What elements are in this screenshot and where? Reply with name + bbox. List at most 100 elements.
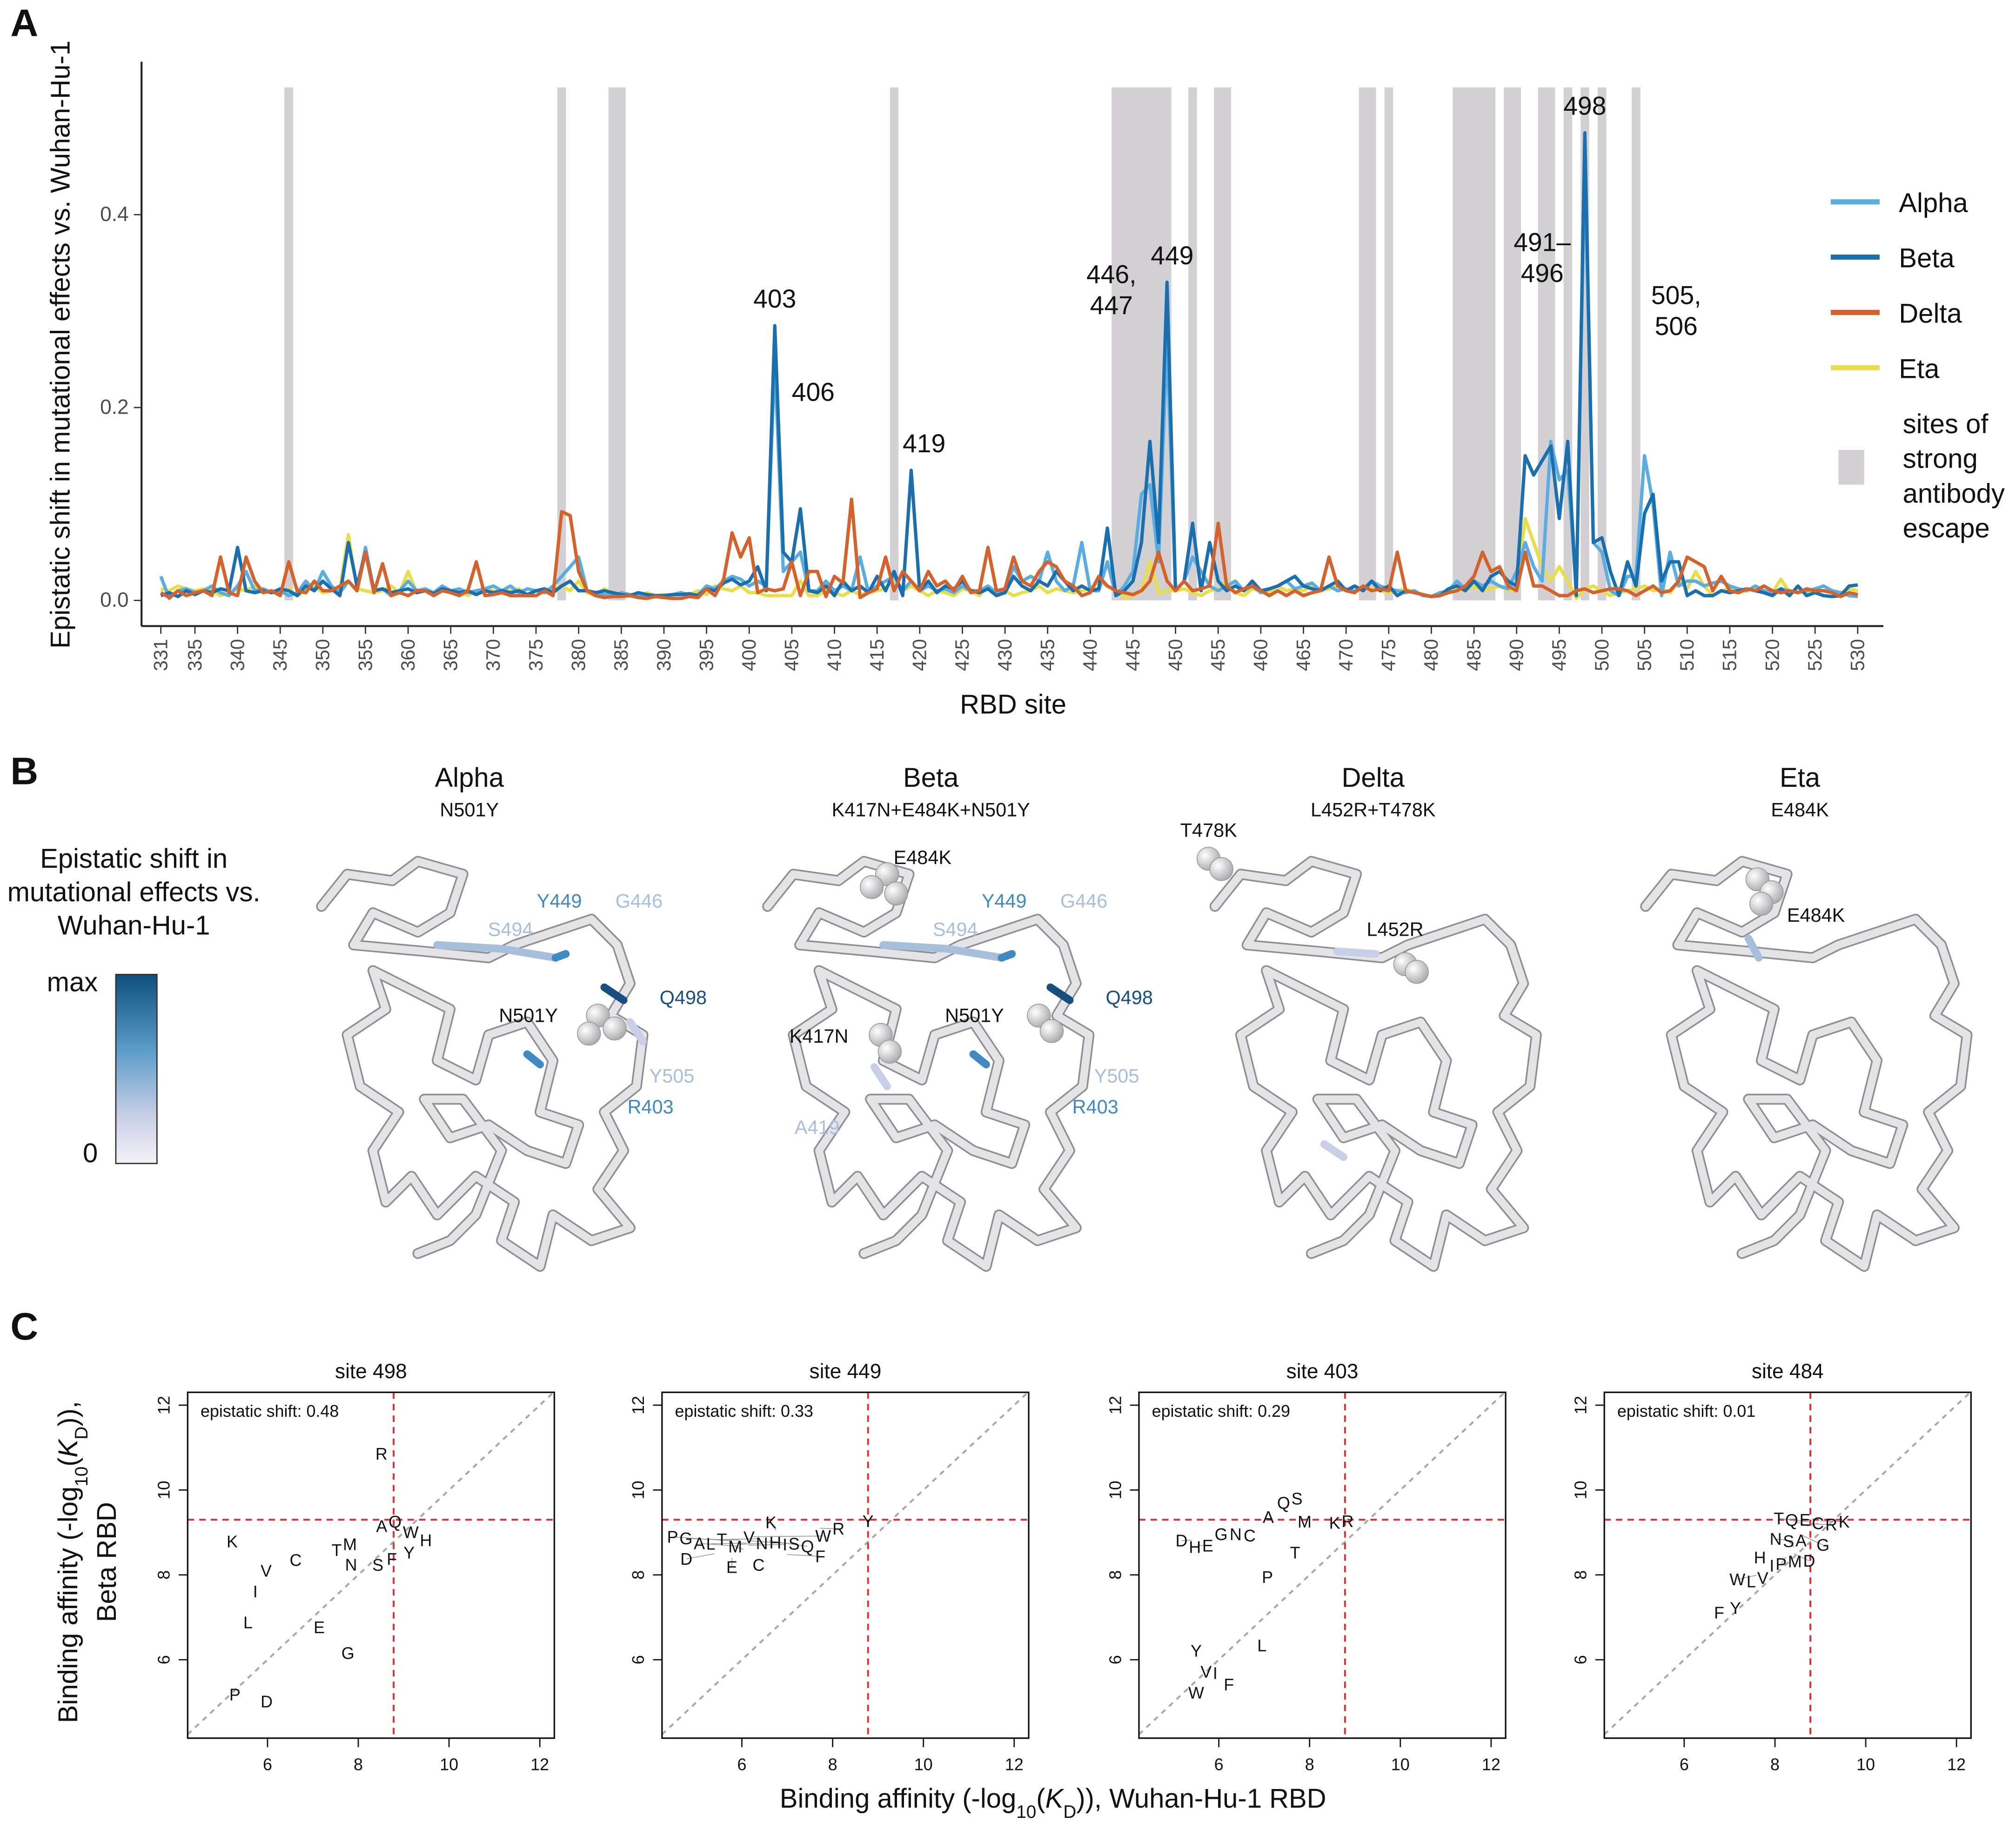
mutation-sphere: [1039, 1019, 1064, 1043]
highlighted-residue: [870, 1063, 891, 1091]
structure-title: Delta: [1341, 763, 1405, 793]
plot-title: site 403: [1286, 1360, 1359, 1383]
amino-acid-point: K: [1839, 1512, 1850, 1531]
amino-acid-point: P: [1775, 1555, 1787, 1574]
y-tick-label: 8: [154, 1570, 174, 1580]
amino-acid-point: A: [1263, 1508, 1274, 1527]
x-tick-label: 6: [1680, 1755, 1689, 1774]
y-tick-label: 8: [629, 1570, 648, 1580]
label-text: (: [53, 1457, 83, 1466]
y-tick-label: 8: [1571, 1570, 1590, 1580]
y-tick-label: 6: [154, 1655, 174, 1664]
structure-mutations: K417N+E484K+N501Y: [832, 799, 1030, 821]
amino-acid-point: A: [376, 1517, 387, 1536]
mutation-sphere: [1209, 857, 1233, 881]
x-tick-label: 6: [737, 1755, 747, 1774]
x-tick-label: 460: [1250, 639, 1272, 671]
amino-acid-point: D: [680, 1549, 692, 1568]
amino-acid-point: R: [375, 1444, 388, 1463]
x-tick-label: 500: [1591, 639, 1613, 671]
colorbar-min-label: 0: [83, 1138, 98, 1168]
amino-acid-point: R: [1825, 1515, 1837, 1534]
structure-title: Beta: [903, 763, 959, 793]
y-tick-label: 12: [629, 1396, 648, 1414]
x-tick-label: 8: [354, 1755, 363, 1774]
peak-annotation: 446,: [1086, 260, 1137, 289]
amino-acid-point: K: [227, 1532, 238, 1551]
mutation-sphere: [1405, 960, 1429, 984]
structure-alpha: Alpha N501Y Y449 G446 S494 Q498 N501Y Y505 R403: [321, 763, 707, 1267]
label-leader-line: [1788, 1541, 1795, 1548]
amino-acid-point: F: [387, 1549, 397, 1568]
residue-label: E484K: [894, 846, 952, 868]
amino-acid-point: N: [1770, 1529, 1782, 1548]
mutation-sphere: [1749, 891, 1774, 916]
plot-frame: [661, 1391, 1030, 1739]
highlighted-residue: [879, 941, 1005, 962]
x-tick-label: 12: [530, 1755, 549, 1774]
x-tick-label: 6: [263, 1755, 272, 1774]
amino-acid-point: E: [1800, 1510, 1811, 1529]
series-line-delta: [160, 497, 1858, 600]
y-tick-label: 0.2: [100, 396, 128, 419]
highlighted-residue: [433, 941, 560, 962]
escape-site-band: [1112, 87, 1120, 601]
amino-acid-point: G: [342, 1643, 355, 1662]
residue-label: Y449: [537, 890, 582, 912]
x-tick-label: 12: [1482, 1755, 1500, 1774]
x-tick-label: 470: [1335, 639, 1357, 671]
amino-acid-point: G: [679, 1529, 692, 1548]
y-tick-label: 10: [1105, 1481, 1125, 1499]
panel-label-a: A: [10, 1, 38, 44]
amino-acid-point: C: [1812, 1514, 1824, 1533]
amino-acid-point: Q: [1785, 1511, 1798, 1530]
y-tick-label: 10: [154, 1481, 174, 1499]
residue-label: G446: [616, 890, 663, 912]
amino-acid-point: Q: [801, 1537, 814, 1556]
x-tick-label: 10: [1391, 1755, 1410, 1774]
plot-frame: [1603, 1391, 1972, 1739]
amino-acid-point: V: [1200, 1662, 1212, 1681]
escape-site-band: [1120, 87, 1129, 601]
amino-acid-point: M: [1788, 1552, 1802, 1571]
amino-acid-point: L: [706, 1534, 716, 1553]
legend-label-escape: antibody: [1903, 478, 2005, 509]
label-text: K: [53, 1438, 83, 1457]
amino-acid-point: D: [261, 1692, 273, 1711]
escape-site-band: [1188, 87, 1197, 601]
peak-annotation: 406: [792, 377, 835, 406]
y-axis-label-line2: Beta RBD: [92, 1502, 122, 1622]
escape-site-band: [1487, 87, 1496, 601]
amino-acid-point: K: [1329, 1514, 1340, 1533]
amino-acid-point: R: [1342, 1512, 1354, 1531]
legend-label-escape: strong: [1903, 444, 1978, 474]
x-tick-label: 435: [1037, 639, 1058, 671]
structure-delta: Delta L452R+T478K T478K L452R: [1180, 763, 1536, 1267]
amino-acid-point: N: [345, 1555, 357, 1574]
x-tick-label: 8: [828, 1755, 837, 1774]
x-axis-label: Binding affinity (-log10(KD)), Wuhan-Hu-…: [780, 1783, 1326, 1822]
amino-acid-point: W: [403, 1522, 419, 1542]
structure-title: Alpha: [435, 763, 504, 793]
mutation-sphere: [859, 875, 884, 899]
label-leader-lines: [1181, 1540, 1208, 1547]
legend-swatch-escape: [1838, 450, 1864, 485]
label-leader-lines: [1737, 1518, 1844, 1580]
amino-acid-point: Y: [1730, 1599, 1741, 1618]
y-tick-label: 0.4: [100, 203, 128, 226]
escape-site-band: [1546, 87, 1555, 601]
label-leader-line: [740, 1543, 762, 1545]
epistatic-shift-note: epistatic shift: 0.01: [1617, 1401, 1755, 1421]
x-tick-label: 375: [525, 639, 547, 671]
amino-acid-point: L: [243, 1613, 253, 1632]
escape-site-band: [1461, 87, 1470, 601]
x-tick-label: 10: [1856, 1755, 1875, 1774]
residue-label: K417N: [790, 1025, 849, 1047]
amino-acid-point: S: [372, 1555, 383, 1575]
amino-acid-point: G: [1816, 1535, 1829, 1555]
label-leader-line: [1181, 1540, 1192, 1542]
x-tick-label: 455: [1207, 639, 1229, 671]
y-tick-label: 12: [1105, 1396, 1125, 1414]
x-tick-label: 380: [568, 639, 589, 671]
label-subscript: 10: [72, 1467, 92, 1487]
